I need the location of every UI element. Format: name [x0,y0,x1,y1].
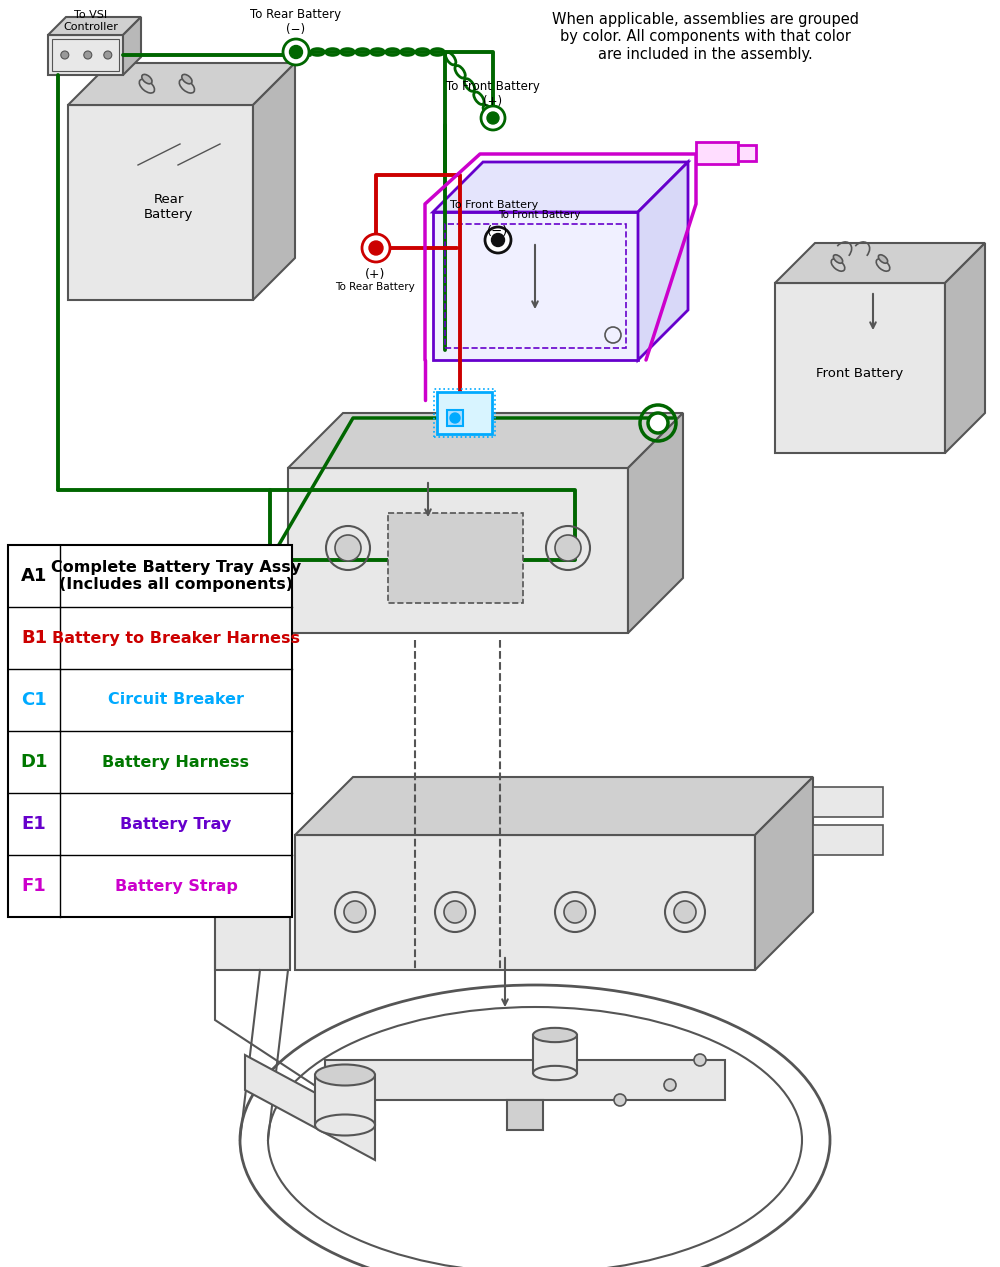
Polygon shape [245,1055,375,1161]
Bar [696,142,738,163]
Ellipse shape [833,255,843,264]
Text: D1: D1 [20,753,48,772]
Bar [8,545,292,917]
Circle shape [61,51,69,60]
Polygon shape [775,243,985,283]
Polygon shape [48,35,123,75]
Circle shape [485,227,511,253]
Circle shape [648,413,668,433]
Ellipse shape [139,79,155,92]
Polygon shape [48,16,141,35]
Text: Complete Battery Tray Assy
(Includes all components): Complete Battery Tray Assy (Includes all… [51,560,301,592]
Polygon shape [215,915,290,971]
Circle shape [104,51,112,60]
Ellipse shape [315,1064,375,1086]
Text: To Front Battery
(+): To Front Battery (+) [446,80,540,108]
Bar [52,39,119,71]
Text: To Rear Battery: To Rear Battery [335,283,415,291]
Text: Battery Tray: Battery Tray [120,816,232,831]
Polygon shape [123,16,141,75]
Polygon shape [813,825,883,855]
Polygon shape [433,212,638,360]
Bar [437,392,492,435]
Text: To Front Battery: To Front Battery [450,200,538,210]
Circle shape [487,111,499,124]
Polygon shape [295,777,813,835]
Text: (−): (−) [487,226,509,238]
Text: F1: F1 [22,877,46,895]
Bar [447,411,463,426]
Polygon shape [295,835,755,971]
Ellipse shape [179,79,195,92]
Circle shape [445,535,471,561]
Polygon shape [775,283,945,454]
Text: C1: C1 [21,691,47,710]
Ellipse shape [533,1066,577,1081]
Ellipse shape [831,258,845,271]
Text: Battery Harness: Battery Harness [103,755,250,769]
Polygon shape [288,468,628,634]
Bar [738,144,756,161]
Polygon shape [68,63,295,105]
Polygon shape [755,777,813,971]
Polygon shape [507,1100,543,1130]
Polygon shape [315,1074,375,1125]
Circle shape [614,1093,626,1106]
Text: To Rear Battery
(−): To Rear Battery (−) [250,8,342,35]
Ellipse shape [315,1115,375,1135]
Polygon shape [68,105,253,300]
Polygon shape [388,513,523,603]
Circle shape [444,901,466,922]
Circle shape [362,234,390,262]
Circle shape [694,1054,706,1066]
Text: Front Battery: Front Battery [816,366,904,380]
Circle shape [481,106,505,131]
Polygon shape [288,413,683,468]
Circle shape [664,1079,676,1091]
Text: To VSI
Controller: To VSI Controller [63,10,118,32]
Text: Rear
Battery: Rear Battery [144,193,193,220]
Circle shape [450,413,460,423]
Polygon shape [945,243,985,454]
Polygon shape [325,1060,725,1100]
Ellipse shape [142,75,152,84]
Circle shape [492,233,505,247]
Polygon shape [533,1035,577,1073]
Polygon shape [628,413,683,634]
Text: Battery Strap: Battery Strap [115,878,237,893]
Polygon shape [638,162,688,360]
Ellipse shape [533,1028,577,1043]
Polygon shape [813,787,883,817]
Text: When applicable, assemblies are grouped
by color. All components with that color: When applicable, assemblies are grouped … [552,11,858,62]
Ellipse shape [876,258,890,271]
Circle shape [335,535,361,561]
Text: A1: A1 [21,568,47,585]
Polygon shape [253,63,295,300]
Text: To Front Battery: To Front Battery [498,210,580,220]
Text: B1: B1 [21,628,47,647]
Text: E1: E1 [22,815,46,832]
Circle shape [290,46,302,58]
Polygon shape [433,162,688,212]
Ellipse shape [182,75,192,84]
Text: Battery to Breaker Harness: Battery to Breaker Harness [52,631,300,645]
Ellipse shape [878,255,888,264]
Circle shape [344,901,366,922]
Bar [434,389,495,437]
Text: Circuit Breaker: Circuit Breaker [108,693,244,707]
Circle shape [564,901,586,922]
Circle shape [674,901,696,922]
Circle shape [283,39,309,65]
Circle shape [555,535,581,561]
Text: (+): (+) [365,269,385,281]
Circle shape [369,241,383,255]
Circle shape [84,51,92,60]
